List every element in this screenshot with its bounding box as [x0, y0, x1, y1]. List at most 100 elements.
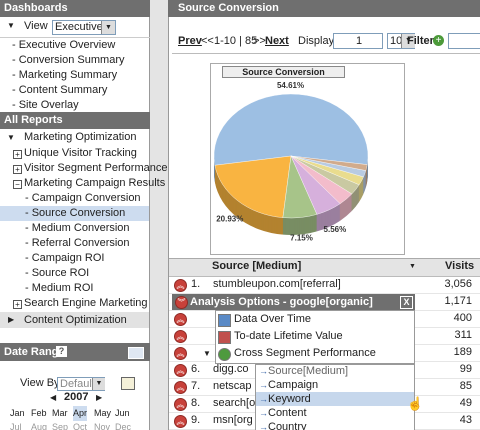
submenu-arrow: → [259, 366, 268, 376]
month[interactable]: Aug [31, 422, 48, 430]
submenu-item[interactable]: Source[Medium] [268, 365, 349, 377]
option-icon [218, 348, 231, 361]
nav-item[interactable]: - Source Conversion [25, 207, 126, 219]
nav-item[interactable]: Search Engine Marketing [24, 297, 148, 309]
row-icon: ︽ [174, 330, 187, 343]
nav-item[interactable]: Visitor Segment Performance [24, 162, 168, 174]
row-rank: 7. [191, 380, 201, 392]
row-icon: ︽ [174, 313, 187, 326]
row-visits: 311 [454, 329, 472, 341]
pie-label: 54.61% [277, 81, 304, 90]
nav-item[interactable]: - Source ROI [25, 267, 90, 279]
submenu-item[interactable]: Campaign [268, 379, 319, 391]
popup-icon: ︾ [175, 296, 188, 309]
submenu-item[interactable]: Keyword [268, 393, 311, 405]
last-link[interactable]: >> [253, 35, 266, 47]
row-icon: ︽ [174, 398, 187, 411]
next-year: ▶ [96, 393, 103, 402]
chart-title: Source Conversion [222, 66, 345, 78]
filter-input [448, 33, 480, 49]
row-visits: 43 [459, 414, 472, 426]
submenu-arrow: → [259, 408, 268, 418]
row-source[interactable]: digg.co [213, 363, 249, 375]
nav-item[interactable]: - Conversion Summary [12, 54, 125, 66]
row-visits: 1,171 [444, 295, 472, 307]
row-source[interactable]: netscap [213, 380, 252, 392]
submenu-arrow: → [259, 394, 268, 404]
submenu-item[interactable]: Country [268, 421, 307, 430]
row-source[interactable]: stumbleupon.com[referral] [213, 278, 341, 290]
nav-item[interactable]: Unique Visitor Tracking [24, 147, 137, 159]
divider [172, 53, 480, 54]
pie-label: 20.93% [216, 215, 243, 224]
year: 2007 [64, 391, 89, 403]
calendar-icon [121, 377, 135, 390]
nav-section[interactable]: Content Optimization [24, 314, 127, 326]
month[interactable]: Dec [115, 422, 132, 430]
nav-item[interactable]: - Campaign ROI [25, 252, 105, 264]
arrow: ▼ [7, 21, 15, 30]
nav-item[interactable]: - Referral Conversion [25, 237, 130, 249]
row-line [169, 293, 480, 294]
submenu-item[interactable]: Content [268, 407, 307, 419]
month[interactable]: Mar [52, 408, 68, 418]
popup-close[interactable]: X [400, 296, 413, 309]
pie-slice [290, 155, 368, 171]
row-source[interactable]: msn[org [213, 414, 253, 426]
row-visits: 189 [453, 346, 472, 358]
page-input[interactable]: 1 [333, 33, 383, 49]
month[interactable]: Jan [10, 408, 25, 418]
display-label: Display [298, 35, 335, 47]
nav-item[interactable]: - Executive Overview [12, 39, 116, 51]
prev-year: ◀ [50, 393, 57, 402]
table-header-bg [169, 258, 480, 277]
row-visits: 99 [459, 363, 472, 375]
row-visits: 85 [459, 380, 472, 392]
prev-link[interactable]: Prev [178, 35, 202, 47]
row-visits: 400 [453, 312, 472, 324]
month[interactable]: Jun [115, 408, 130, 418]
row-rank: 8. [191, 397, 201, 409]
option-item[interactable]: Cross Segment Performance [234, 347, 376, 359]
view-by-label: View By [20, 377, 60, 389]
month[interactable]: Sep [52, 422, 69, 430]
option-icon [218, 331, 231, 344]
row-visits: 3,056 [444, 278, 472, 290]
submenu-highlight [256, 392, 414, 406]
column-header[interactable]: Source [Medium] [212, 260, 302, 272]
month[interactable]: Apr [73, 406, 88, 421]
month[interactable]: May [94, 408, 112, 418]
month[interactable]: Nov [94, 422, 111, 430]
nav-section[interactable]: Marketing Optimization [24, 131, 137, 143]
arrow: ▶ [8, 315, 15, 324]
row-source[interactable]: search[o [213, 397, 256, 409]
help-icon[interactable]: ? [56, 346, 67, 357]
pie-label: 7.15% [290, 234, 313, 243]
month[interactable]: Feb [31, 408, 47, 418]
nav-item[interactable]: - Site Overlay [12, 99, 79, 111]
view-select[interactable]: Executive [52, 20, 116, 35]
month[interactable]: Oct [73, 422, 88, 430]
popup-header-bg [172, 294, 415, 310]
pie-slice [213, 93, 369, 166]
view-label: View [24, 20, 48, 32]
select-arrow: ▼ [101, 21, 115, 34]
nav-item[interactable]: Marketing Campaign Results [24, 177, 166, 189]
section-header: All Reports [0, 112, 150, 129]
nav-item[interactable]: - Marketing Summary [12, 69, 118, 81]
nav-item[interactable]: - Medium Conversion [25, 222, 130, 234]
column-header[interactable]: Visits [445, 260, 475, 272]
nav-item[interactable]: - Campaign Conversion [25, 192, 141, 204]
option-item[interactable]: To-date Lifetime Value [234, 330, 343, 342]
pie-label: 5.56% [324, 225, 347, 234]
nav-band [0, 312, 149, 328]
month[interactable]: Jul [10, 422, 22, 430]
option-item[interactable]: Data Over Time [234, 313, 312, 325]
next-link[interactable]: Next [265, 35, 289, 47]
section-header: Date Range [0, 343, 150, 361]
nav-item[interactable]: - Content Summary [12, 84, 108, 96]
nav-item[interactable]: - Medium ROI [25, 282, 94, 294]
popup-panel [215, 310, 415, 364]
first-link[interactable]: << [201, 35, 214, 47]
